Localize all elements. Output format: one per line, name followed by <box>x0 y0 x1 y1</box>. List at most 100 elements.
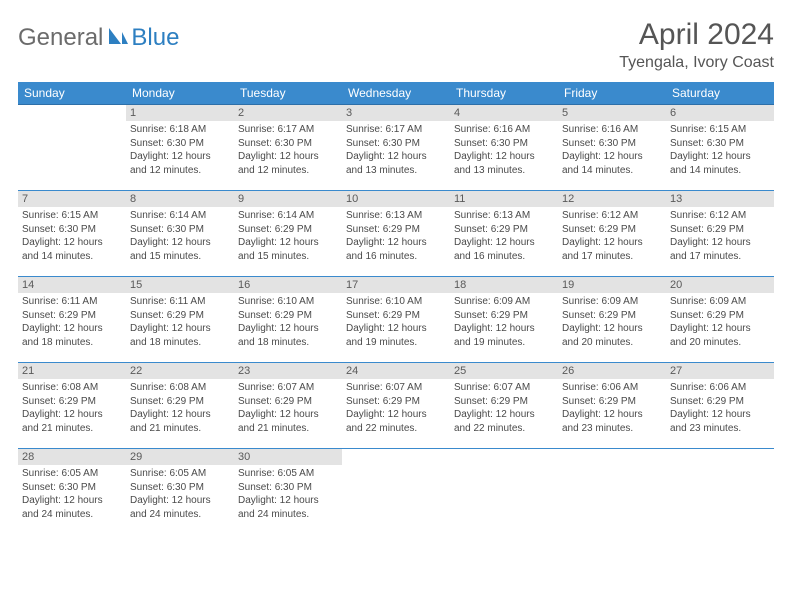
calendar-cell <box>342 449 450 535</box>
calendar-cell: 1Sunrise: 6:18 AMSunset: 6:30 PMDaylight… <box>126 105 234 191</box>
day-number: 18 <box>450 277 558 293</box>
calendar-cell: 13Sunrise: 6:12 AMSunset: 6:29 PMDayligh… <box>666 191 774 277</box>
weekday-header: Friday <box>558 82 666 105</box>
day-content: Sunrise: 6:05 AMSunset: 6:30 PMDaylight:… <box>234 465 342 525</box>
day-content: Sunrise: 6:16 AMSunset: 6:30 PMDaylight:… <box>450 121 558 181</box>
day-number: 16 <box>234 277 342 293</box>
day-content: Sunrise: 6:14 AMSunset: 6:29 PMDaylight:… <box>234 207 342 267</box>
day-content: Sunrise: 6:10 AMSunset: 6:29 PMDaylight:… <box>342 293 450 353</box>
calendar-cell: 28Sunrise: 6:05 AMSunset: 6:30 PMDayligh… <box>18 449 126 535</box>
day-number: 13 <box>666 191 774 207</box>
location: Tyengala, Ivory Coast <box>619 54 774 72</box>
day-number: 15 <box>126 277 234 293</box>
day-content: Sunrise: 6:08 AMSunset: 6:29 PMDaylight:… <box>18 379 126 439</box>
calendar-cell: 22Sunrise: 6:08 AMSunset: 6:29 PMDayligh… <box>126 363 234 449</box>
logo: General Blue <box>18 24 179 52</box>
calendar-cell: 18Sunrise: 6:09 AMSunset: 6:29 PMDayligh… <box>450 277 558 363</box>
day-number: 9 <box>234 191 342 207</box>
day-number: 4 <box>450 105 558 121</box>
day-number: 2 <box>234 105 342 121</box>
day-content: Sunrise: 6:10 AMSunset: 6:29 PMDaylight:… <box>234 293 342 353</box>
day-content: Sunrise: 6:05 AMSunset: 6:30 PMDaylight:… <box>126 465 234 525</box>
weekday-header: Tuesday <box>234 82 342 105</box>
calendar-cell <box>450 449 558 535</box>
day-content: Sunrise: 6:09 AMSunset: 6:29 PMDaylight:… <box>558 293 666 353</box>
calendar-cell: 4Sunrise: 6:16 AMSunset: 6:30 PMDaylight… <box>450 105 558 191</box>
day-number: 23 <box>234 363 342 379</box>
calendar-row: 14Sunrise: 6:11 AMSunset: 6:29 PMDayligh… <box>18 277 774 363</box>
day-number: 3 <box>342 105 450 121</box>
day-content: Sunrise: 6:05 AMSunset: 6:30 PMDaylight:… <box>18 465 126 525</box>
calendar-cell: 9Sunrise: 6:14 AMSunset: 6:29 PMDaylight… <box>234 191 342 277</box>
calendar-cell: 14Sunrise: 6:11 AMSunset: 6:29 PMDayligh… <box>18 277 126 363</box>
day-content: Sunrise: 6:07 AMSunset: 6:29 PMDaylight:… <box>234 379 342 439</box>
weekday-header-row: Sunday Monday Tuesday Wednesday Thursday… <box>18 82 774 105</box>
day-content: Sunrise: 6:18 AMSunset: 6:30 PMDaylight:… <box>126 121 234 181</box>
day-number: 10 <box>342 191 450 207</box>
calendar-cell: 29Sunrise: 6:05 AMSunset: 6:30 PMDayligh… <box>126 449 234 535</box>
day-content: Sunrise: 6:12 AMSunset: 6:29 PMDaylight:… <box>558 207 666 267</box>
day-number: 28 <box>18 449 126 465</box>
day-number: 27 <box>666 363 774 379</box>
day-number: 19 <box>558 277 666 293</box>
day-number: 21 <box>18 363 126 379</box>
header: General Blue April 2024 Tyengala, Ivory … <box>18 18 774 72</box>
logo-text-blue: Blue <box>131 24 179 52</box>
weekday-header: Saturday <box>666 82 774 105</box>
weekday-header: Wednesday <box>342 82 450 105</box>
calendar-row: 28Sunrise: 6:05 AMSunset: 6:30 PMDayligh… <box>18 449 774 535</box>
day-number: 14 <box>18 277 126 293</box>
day-number: 17 <box>342 277 450 293</box>
calendar-cell <box>558 449 666 535</box>
day-content: Sunrise: 6:11 AMSunset: 6:29 PMDaylight:… <box>126 293 234 353</box>
day-content: Sunrise: 6:13 AMSunset: 6:29 PMDaylight:… <box>450 207 558 267</box>
calendar-cell: 6Sunrise: 6:15 AMSunset: 6:30 PMDaylight… <box>666 105 774 191</box>
day-number: 6 <box>666 105 774 121</box>
day-content: Sunrise: 6:15 AMSunset: 6:30 PMDaylight:… <box>18 207 126 267</box>
day-content: Sunrise: 6:09 AMSunset: 6:29 PMDaylight:… <box>450 293 558 353</box>
calendar-cell: 3Sunrise: 6:17 AMSunset: 6:30 PMDaylight… <box>342 105 450 191</box>
day-number: 30 <box>234 449 342 465</box>
day-content: Sunrise: 6:11 AMSunset: 6:29 PMDaylight:… <box>18 293 126 353</box>
logo-text-general: General <box>18 24 103 52</box>
day-number: 8 <box>126 191 234 207</box>
day-number: 25 <box>450 363 558 379</box>
calendar-row: 21Sunrise: 6:08 AMSunset: 6:29 PMDayligh… <box>18 363 774 449</box>
title-block: April 2024 Tyengala, Ivory Coast <box>619 18 774 72</box>
calendar-row: 1Sunrise: 6:18 AMSunset: 6:30 PMDaylight… <box>18 105 774 191</box>
day-number: 1 <box>126 105 234 121</box>
calendar-cell: 19Sunrise: 6:09 AMSunset: 6:29 PMDayligh… <box>558 277 666 363</box>
calendar-cell: 2Sunrise: 6:17 AMSunset: 6:30 PMDaylight… <box>234 105 342 191</box>
day-content: Sunrise: 6:16 AMSunset: 6:30 PMDaylight:… <box>558 121 666 181</box>
day-number: 7 <box>18 191 126 207</box>
day-content: Sunrise: 6:07 AMSunset: 6:29 PMDaylight:… <box>450 379 558 439</box>
day-content: Sunrise: 6:15 AMSunset: 6:30 PMDaylight:… <box>666 121 774 181</box>
calendar-cell: 30Sunrise: 6:05 AMSunset: 6:30 PMDayligh… <box>234 449 342 535</box>
calendar-cell: 24Sunrise: 6:07 AMSunset: 6:29 PMDayligh… <box>342 363 450 449</box>
day-number: 24 <box>342 363 450 379</box>
calendar-cell: 20Sunrise: 6:09 AMSunset: 6:29 PMDayligh… <box>666 277 774 363</box>
weekday-header: Thursday <box>450 82 558 105</box>
day-content: Sunrise: 6:06 AMSunset: 6:29 PMDaylight:… <box>558 379 666 439</box>
calendar-cell: 25Sunrise: 6:07 AMSunset: 6:29 PMDayligh… <box>450 363 558 449</box>
calendar-cell <box>18 105 126 191</box>
calendar-cell: 16Sunrise: 6:10 AMSunset: 6:29 PMDayligh… <box>234 277 342 363</box>
calendar-cell: 12Sunrise: 6:12 AMSunset: 6:29 PMDayligh… <box>558 191 666 277</box>
calendar-cell: 23Sunrise: 6:07 AMSunset: 6:29 PMDayligh… <box>234 363 342 449</box>
day-content: Sunrise: 6:12 AMSunset: 6:29 PMDaylight:… <box>666 207 774 267</box>
calendar-cell: 15Sunrise: 6:11 AMSunset: 6:29 PMDayligh… <box>126 277 234 363</box>
day-number: 26 <box>558 363 666 379</box>
day-content: Sunrise: 6:07 AMSunset: 6:29 PMDaylight:… <box>342 379 450 439</box>
day-number: 22 <box>126 363 234 379</box>
day-content: Sunrise: 6:17 AMSunset: 6:30 PMDaylight:… <box>342 121 450 181</box>
calendar-cell: 21Sunrise: 6:08 AMSunset: 6:29 PMDayligh… <box>18 363 126 449</box>
calendar-table: Sunday Monday Tuesday Wednesday Thursday… <box>18 82 774 535</box>
calendar-cell: 17Sunrise: 6:10 AMSunset: 6:29 PMDayligh… <box>342 277 450 363</box>
calendar-cell: 7Sunrise: 6:15 AMSunset: 6:30 PMDaylight… <box>18 191 126 277</box>
day-number: 12 <box>558 191 666 207</box>
calendar-cell: 27Sunrise: 6:06 AMSunset: 6:29 PMDayligh… <box>666 363 774 449</box>
calendar-cell <box>666 449 774 535</box>
weekday-header: Sunday <box>18 82 126 105</box>
day-number: 5 <box>558 105 666 121</box>
day-number: 11 <box>450 191 558 207</box>
